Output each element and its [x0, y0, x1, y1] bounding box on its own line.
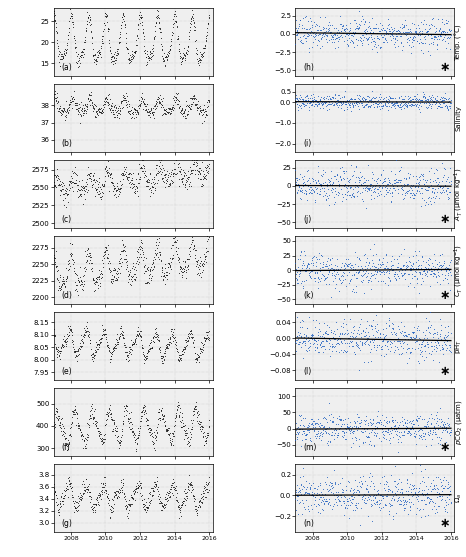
- Y-axis label: $A_T$ (µmol kg$^{-1}$): $A_T$ (µmol kg$^{-1}$): [452, 168, 465, 221]
- Y-axis label: $\mathrm{pH}_T$: $\mathrm{pH}_T$: [453, 339, 464, 354]
- Text: ∗: ∗: [439, 213, 450, 226]
- Text: (g): (g): [62, 519, 72, 528]
- Text: (e): (e): [62, 367, 72, 376]
- Text: ∗: ∗: [439, 289, 450, 302]
- Text: (h): (h): [303, 63, 314, 72]
- Y-axis label: $C_T$ (µmol kg$^{-1}$): $C_T$ (µmol kg$^{-1}$): [452, 243, 465, 297]
- Text: (f): (f): [62, 443, 70, 452]
- Text: (m): (m): [303, 443, 316, 452]
- Text: (i): (i): [303, 139, 311, 148]
- Y-axis label: Salinity: Salinity: [456, 105, 461, 131]
- Text: (d): (d): [62, 291, 72, 300]
- Text: (l): (l): [303, 367, 311, 376]
- Text: (b): (b): [62, 139, 72, 148]
- Text: (c): (c): [62, 215, 72, 224]
- Text: ∗: ∗: [439, 365, 450, 378]
- Y-axis label: $p$CO$_2$ (µatm): $p$CO$_2$ (µatm): [453, 399, 464, 445]
- Text: ∗: ∗: [439, 517, 450, 530]
- Text: (a): (a): [62, 63, 72, 72]
- Y-axis label: Temp. (°C): Temp. (°C): [455, 24, 462, 61]
- Text: (n): (n): [303, 519, 314, 528]
- Text: ∗: ∗: [439, 441, 450, 454]
- Text: (k): (k): [303, 291, 314, 300]
- Text: (j): (j): [303, 215, 311, 224]
- Y-axis label: $\Omega_a$: $\Omega_a$: [453, 493, 464, 503]
- Text: ∗: ∗: [439, 61, 450, 74]
